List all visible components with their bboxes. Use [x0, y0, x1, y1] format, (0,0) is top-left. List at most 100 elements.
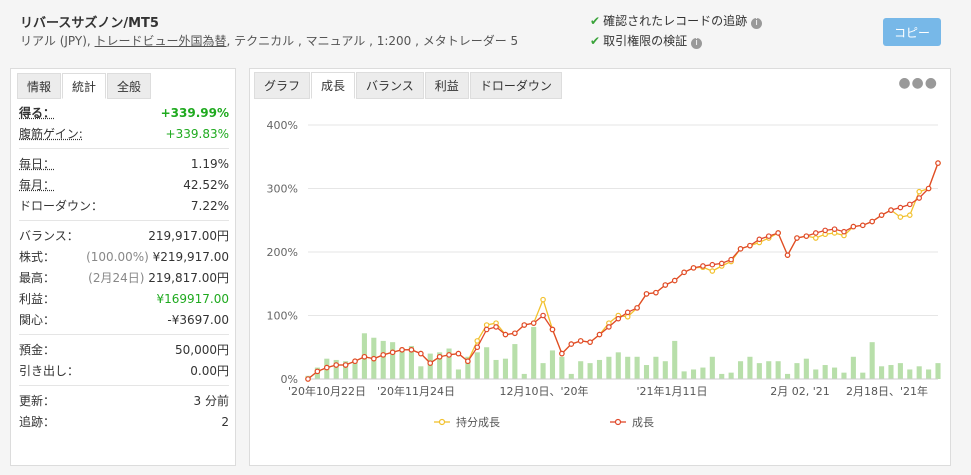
growth-point — [653, 289, 659, 296]
growth-point — [671, 277, 678, 284]
growth-point — [831, 226, 838, 232]
equity-growth-point — [916, 188, 922, 195]
stat-row-interest: 関心： -¥3697.00 — [19, 310, 229, 331]
bar — [841, 372, 847, 379]
bar — [625, 356, 631, 379]
check-icon: ✔ — [590, 34, 601, 48]
gain-label[interactable]: 得る： — [19, 106, 56, 120]
growth-point — [314, 368, 321, 375]
bar — [596, 359, 603, 379]
growth-point — [361, 353, 368, 360]
bar — [493, 359, 499, 379]
bar — [879, 366, 885, 379]
bar — [408, 345, 414, 379]
equity-label: 株式： — [19, 250, 56, 264]
tab-growth[interactable]: 成長 — [311, 72, 356, 99]
bar — [380, 340, 386, 379]
growth-point — [728, 256, 734, 263]
subtitle-suffix: , テクニカル , マニュアル , 1:200 , メタトレーダー 5 — [226, 34, 519, 48]
growth-point — [305, 376, 311, 382]
deposits-value: 50,000円 — [175, 343, 229, 357]
growth-point — [615, 315, 622, 322]
legend-swatch-point — [614, 418, 622, 426]
subtitle-prefix: リアル (JPY), — [20, 34, 95, 48]
drawdown-label: ドローダウン： — [19, 199, 104, 213]
bar — [869, 342, 875, 379]
tab-balance[interactable]: バランス — [356, 72, 424, 99]
stat-row-daily: 毎日： 1.19% — [19, 154, 229, 175]
stat-row-drawdown: ドローダウン： 7.22% — [19, 196, 229, 217]
bar — [587, 363, 593, 379]
bar — [709, 356, 715, 379]
equity-growth-point — [897, 214, 904, 220]
growth-point — [784, 252, 791, 258]
growth-point — [342, 362, 349, 368]
bar — [474, 352, 480, 379]
tab-general[interactable]: 全般 — [107, 73, 152, 99]
growth-point — [352, 358, 358, 365]
ellipsis-icon[interactable]: ●●● — [898, 75, 938, 91]
stat-row-updated: 更新： 3 分前 — [19, 391, 229, 412]
bar — [719, 373, 725, 379]
growth-point — [568, 341, 575, 347]
info-icon[interactable]: i — [751, 18, 763, 29]
abs-gain-value: +339.83% — [165, 127, 229, 141]
bar — [690, 369, 697, 379]
bar — [756, 363, 762, 379]
gain-value: +339.99% — [160, 106, 229, 120]
growth-point — [812, 230, 819, 236]
growth-point — [577, 338, 584, 344]
bar — [502, 358, 509, 379]
bar — [615, 352, 621, 379]
tab-info[interactable]: 情報 — [17, 73, 62, 99]
growth-chart: 0% 100% 200% 300% 400% '20年10月22日 '20年11月24日 12… — [267, 119, 941, 429]
equity-growth-point — [812, 235, 819, 241]
tab-stats[interactable]: 統計 — [62, 73, 107, 99]
growth-point — [324, 364, 330, 371]
growth-point — [718, 260, 725, 267]
equity-growth-point — [906, 212, 913, 218]
tab-drawdown[interactable]: ドローダウン — [469, 72, 562, 99]
bar — [926, 369, 932, 379]
chart-panel: グラフ 成長 バランス 利益 ドローダウン ●●● 0% 100% 200% 300%… — [249, 68, 951, 466]
growth-point — [559, 350, 565, 357]
stat-row-balance: バランス： 219,917.00円 — [19, 226, 229, 247]
copy-button[interactable]: コピー — [883, 18, 941, 46]
bar — [512, 344, 518, 379]
stats-tabs: 情報 統計 全般 — [11, 69, 235, 99]
bar — [568, 373, 574, 379]
broker-link[interactable]: トレードビュー外国為替 — [94, 34, 227, 48]
bar — [418, 366, 424, 379]
growth-point — [709, 261, 716, 268]
bar — [888, 365, 894, 379]
legend-label: 持分成長 — [456, 415, 500, 429]
bar — [662, 361, 668, 379]
growth-point — [465, 358, 471, 365]
tab-profit[interactable]: 利益 — [424, 72, 469, 99]
highest-value: 219,817.00円 — [148, 271, 229, 285]
bar — [813, 369, 819, 379]
bar — [832, 367, 838, 379]
bar — [399, 348, 405, 379]
growth-point — [371, 355, 377, 362]
daily-label[interactable]: 毎日： — [19, 157, 56, 171]
balance-label: バランス： — [19, 229, 79, 243]
monthly-label[interactable]: 毎月： — [19, 178, 56, 192]
growth-point — [756, 236, 763, 243]
deposits-label: 預金： — [19, 343, 56, 357]
bar — [935, 363, 941, 379]
bar — [822, 365, 828, 379]
info-icon[interactable]: i — [691, 38, 703, 49]
growth-point — [399, 346, 405, 353]
growth-point — [587, 339, 593, 345]
drawdown-value: 7.22% — [190, 199, 229, 213]
abs-gain-label[interactable]: 腹筋ゲイン: — [19, 127, 83, 141]
tab-graph[interactable]: グラフ — [254, 72, 311, 99]
stat-row-profit: 利益： ¥169917.00 — [19, 289, 229, 310]
divider — [19, 334, 229, 335]
bar — [700, 367, 706, 379]
equity-growth-point — [709, 268, 716, 274]
system-subtitle: リアル (JPY), トレードビュー外国為替, テクニカル , マニュアル , … — [20, 32, 518, 49]
growth-point — [737, 246, 744, 252]
bar — [343, 361, 349, 379]
